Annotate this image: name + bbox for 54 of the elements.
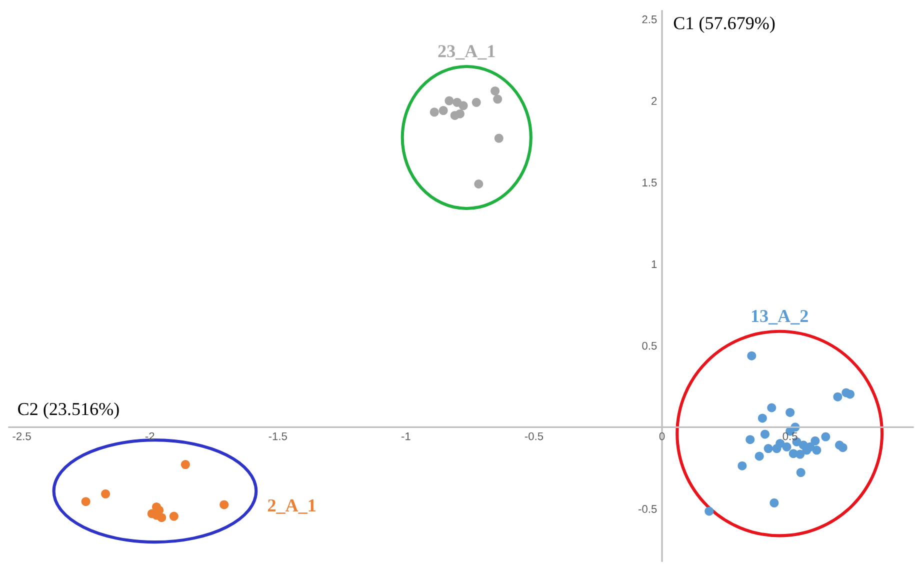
y-tick-label: 1.5: [642, 178, 657, 186]
point: [490, 86, 500, 96]
point: [704, 506, 714, 516]
point: [438, 106, 448, 116]
point: [846, 390, 854, 399]
point: [455, 109, 464, 118]
y-tick-label: 2: [652, 97, 657, 105]
x-tick-label: 0.5: [782, 432, 798, 440]
point: [81, 497, 90, 506]
point: [760, 430, 770, 439]
point: [758, 414, 767, 423]
point: [430, 108, 439, 117]
series-label: 13_A_2: [752, 310, 808, 324]
x-tick-label: -2: [145, 432, 154, 440]
y-tick-label: 0.5: [642, 342, 657, 350]
point: [838, 443, 848, 452]
point: [458, 101, 468, 110]
point: [796, 450, 805, 459]
y-tick-label: 1: [652, 260, 657, 268]
x-tick-label: -1: [401, 432, 410, 440]
y-axis-title: C1 (57.679%): [674, 16, 775, 33]
point: [472, 98, 481, 107]
point: [180, 460, 190, 470]
text: 2_A_1: [268, 499, 316, 514]
point: [738, 461, 747, 470]
point: [782, 442, 792, 452]
point: [772, 444, 782, 454]
point: [101, 489, 110, 498]
point: [767, 403, 776, 412]
point: [444, 96, 454, 106]
point: [746, 435, 755, 444]
x-tick-label: -2.5: [12, 432, 31, 440]
x-tick-label: -1.5: [268, 432, 288, 440]
x-axis-title: C2 (23.516%): [18, 402, 119, 419]
point: [493, 94, 502, 104]
point: [812, 446, 822, 455]
point: [747, 351, 756, 360]
point: [220, 500, 229, 510]
point: [474, 179, 484, 188]
point: [821, 432, 830, 442]
point: [796, 468, 806, 478]
y-tick-label: -0.5: [638, 505, 657, 513]
point: [754, 452, 764, 461]
point: [770, 498, 779, 508]
x-tick-label: 0: [659, 432, 665, 440]
point: [764, 444, 773, 454]
point: [786, 408, 795, 417]
y-tick-label: 2.5: [642, 15, 657, 24]
point: [494, 134, 504, 143]
point: [833, 392, 842, 402]
series-label: 23_A_1: [438, 45, 495, 60]
point: [169, 512, 178, 521]
x-tick-label: -0.5: [524, 432, 544, 440]
point: [810, 436, 820, 446]
